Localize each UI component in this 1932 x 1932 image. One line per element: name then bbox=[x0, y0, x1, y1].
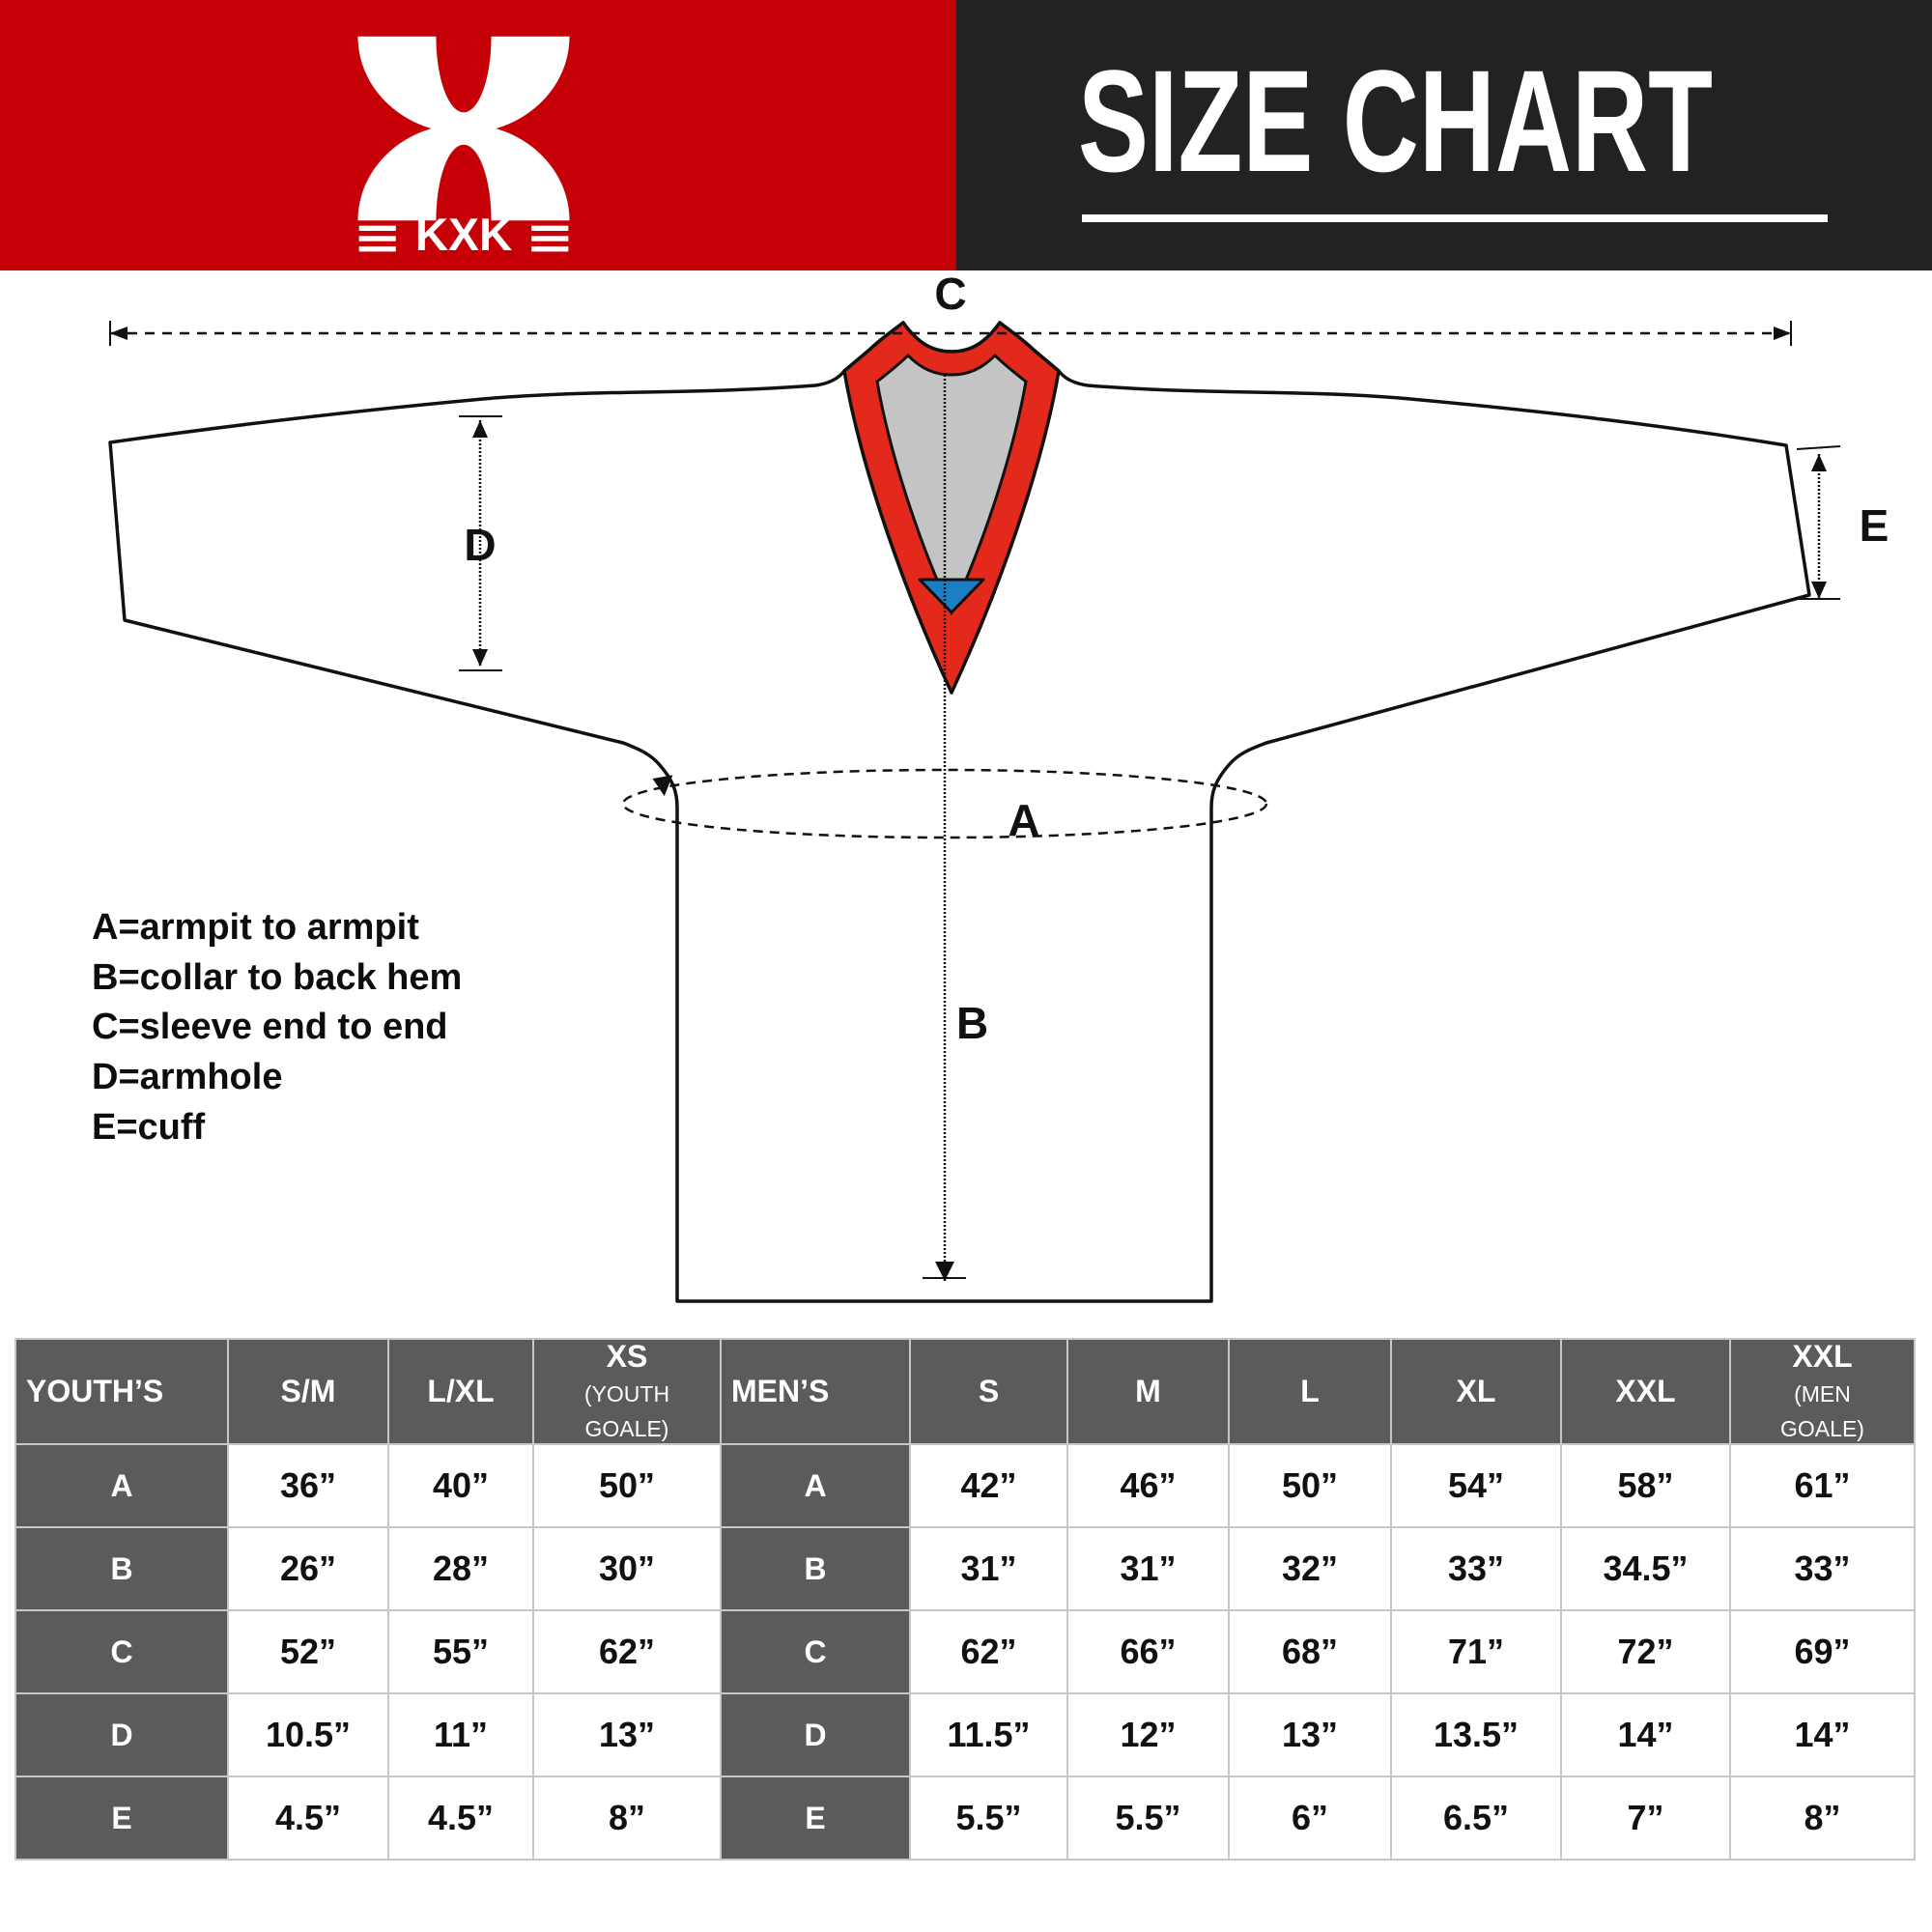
svg-text:KXK: KXK bbox=[415, 210, 513, 255]
svg-text:C: C bbox=[934, 270, 966, 319]
svg-text:A: A bbox=[1008, 795, 1039, 845]
svg-text:E: E bbox=[1860, 500, 1889, 551]
svg-text:D: D bbox=[464, 520, 496, 570]
svg-text:B: B bbox=[956, 998, 988, 1048]
